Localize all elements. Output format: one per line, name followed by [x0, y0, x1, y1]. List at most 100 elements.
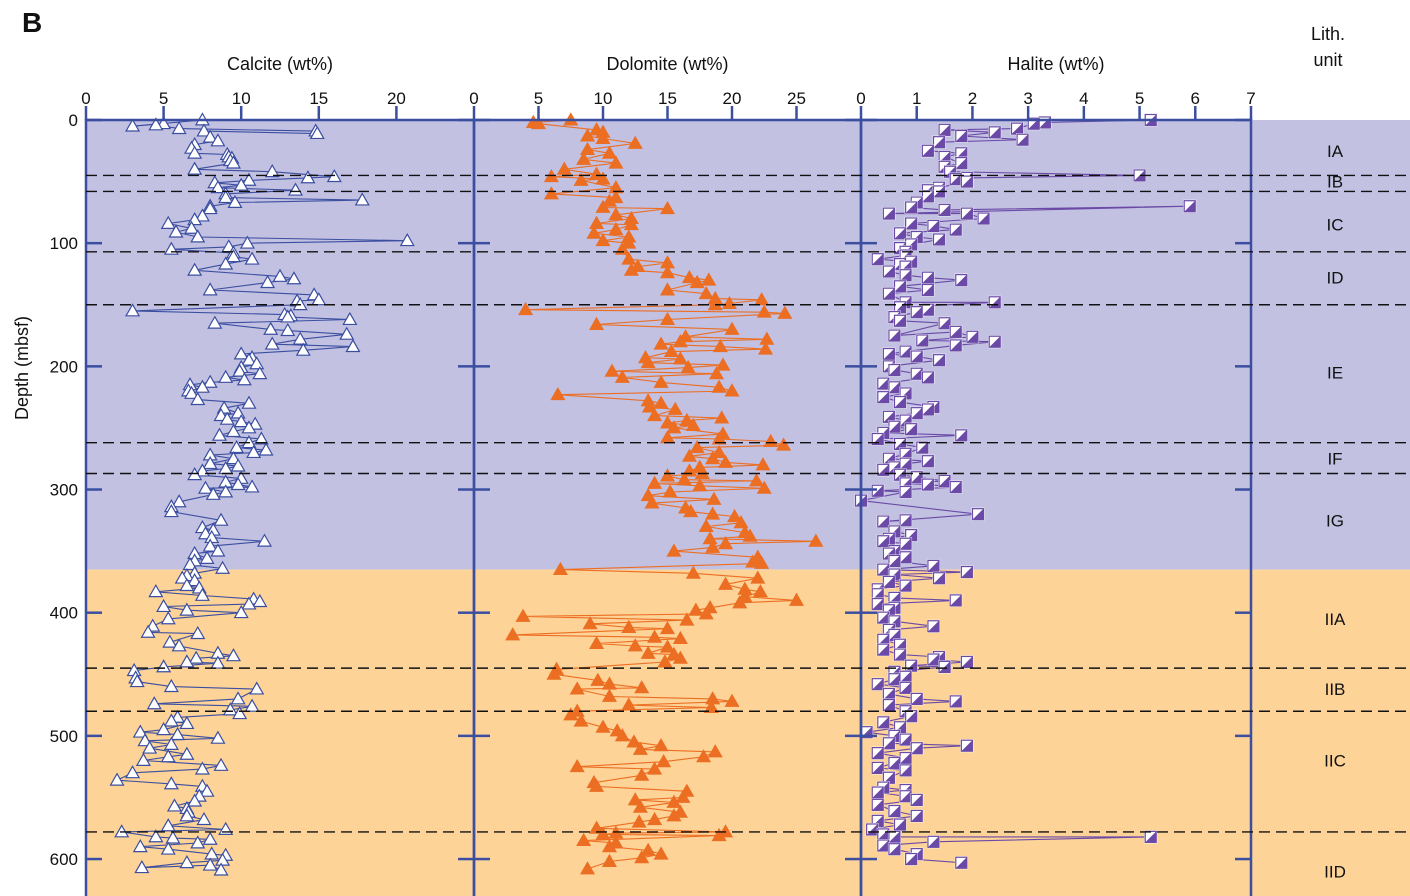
data-point: [876, 643, 890, 657]
data-point: [899, 670, 913, 684]
data-point: [711, 431, 727, 445]
data-point: [225, 451, 241, 465]
data-point: [590, 672, 606, 686]
data-point: [663, 343, 679, 358]
data-point: [910, 692, 924, 706]
data-point: [543, 186, 559, 200]
data-point: [179, 715, 195, 730]
data-point: [887, 420, 901, 434]
data-point: [219, 411, 235, 425]
data-point: [871, 432, 885, 446]
data-point: [246, 444, 262, 459]
data-point: [179, 654, 195, 668]
data-point: [621, 619, 637, 633]
data-point: [960, 655, 974, 669]
data-point: [614, 369, 630, 383]
data-point: [225, 249, 241, 263]
data-point: [182, 556, 198, 571]
data-point: [187, 262, 203, 276]
data-point: [921, 303, 935, 317]
data-point: [264, 164, 280, 178]
data-point: [876, 827, 890, 841]
data-point: [213, 757, 229, 771]
data-point: [882, 736, 896, 750]
data-point: [659, 621, 676, 635]
data-point: [260, 274, 276, 289]
data-point: [899, 537, 913, 551]
data-point: [932, 353, 946, 367]
data-point: [196, 811, 212, 826]
data-point: [197, 480, 214, 494]
data-point: [163, 713, 179, 727]
data-point: [135, 752, 151, 766]
data-point: [702, 531, 718, 545]
data-point: [601, 193, 617, 207]
data-point: [207, 315, 223, 329]
data-point: [679, 412, 695, 427]
data-point: [676, 471, 692, 486]
data-point: [163, 736, 179, 750]
data-point: [292, 331, 308, 345]
data-point: [179, 808, 195, 822]
data-point: [589, 778, 605, 792]
data-point: [871, 597, 885, 611]
data-point: [300, 170, 316, 184]
data-point: [199, 783, 215, 797]
data-point: [626, 734, 642, 748]
background-zone-2: [86, 569, 1410, 896]
data-point: [589, 316, 605, 330]
data-point: [632, 741, 648, 755]
data-point: [202, 538, 218, 552]
data-point: [988, 335, 1002, 349]
data-point: [899, 485, 913, 499]
data-point: [601, 145, 617, 159]
data-point: [904, 216, 918, 230]
data-point: [230, 691, 246, 705]
data-point: [179, 602, 195, 616]
data-point: [1038, 115, 1052, 129]
data-point: [703, 699, 719, 714]
data-point: [171, 638, 187, 652]
data-point: [667, 401, 683, 415]
data-point: [272, 268, 288, 282]
series-1: [109, 112, 415, 876]
data-point: [893, 226, 907, 240]
data-point: [727, 508, 743, 523]
data-point: [1183, 199, 1197, 213]
data-point: [160, 215, 176, 229]
data-point: [882, 287, 896, 301]
data-point: [899, 268, 913, 282]
data-point: [960, 739, 974, 753]
data-point: [681, 269, 697, 284]
data-point: [954, 146, 968, 160]
data-point: [882, 698, 896, 712]
data-point: [938, 123, 952, 137]
data-point: [222, 702, 238, 716]
data-point: [634, 767, 650, 781]
data-point: [910, 793, 924, 807]
x-tick-label: 5: [159, 89, 168, 108]
data-point: [910, 809, 924, 823]
data-point: [210, 180, 226, 194]
data-point: [960, 207, 974, 221]
data-point: [910, 349, 924, 363]
data-point: [156, 659, 172, 673]
data-point: [756, 304, 772, 318]
data-point: [292, 297, 308, 311]
data-point: [899, 789, 913, 803]
data-point: [926, 835, 940, 849]
data-point: [949, 694, 963, 708]
data-point: [530, 115, 547, 130]
data-point: [666, 794, 682, 808]
data-point: [179, 855, 195, 869]
data-point: [232, 705, 248, 720]
data-point: [718, 576, 734, 590]
data-point: [194, 208, 210, 222]
data-point: [893, 818, 907, 832]
data-point: [233, 346, 249, 360]
data-point: [954, 856, 968, 870]
data-point: [899, 681, 913, 695]
series-2: [505, 112, 824, 875]
data-point: [202, 857, 218, 871]
data-point: [249, 356, 265, 370]
